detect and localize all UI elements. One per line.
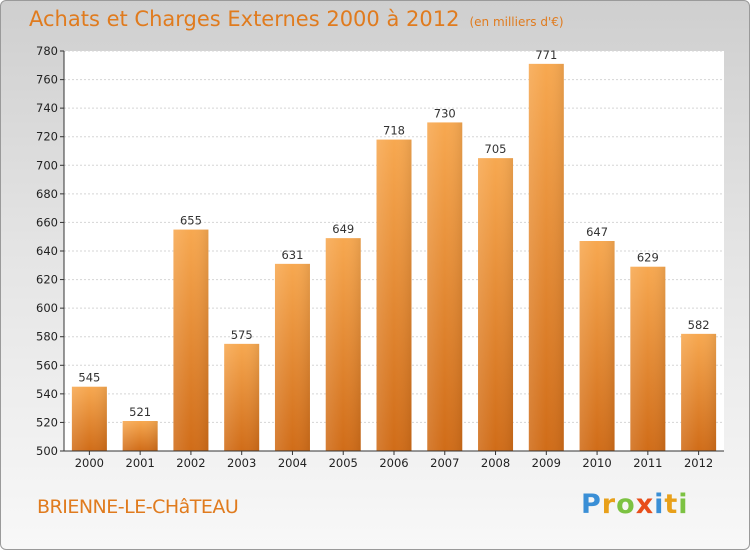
bar-shading — [376, 139, 412, 452]
data-label: 649 — [332, 222, 354, 236]
y-tick-label: 500 — [36, 444, 58, 458]
y-tick-label: 540 — [36, 387, 58, 401]
logo-letter: o — [616, 489, 636, 520]
chart-unit: (en milliers d'€) — [469, 15, 564, 29]
bar-shading — [528, 63, 564, 451]
x-tick-label: 2011 — [633, 456, 662, 470]
data-label: 545 — [78, 371, 100, 385]
data-label: 575 — [231, 328, 253, 342]
bar-shading — [325, 238, 361, 451]
bar-shading — [427, 122, 463, 451]
logo-letter: i — [678, 489, 689, 520]
x-tick-label: 2004 — [278, 456, 307, 470]
x-tick-label: 2007 — [430, 456, 459, 470]
data-label: 631 — [281, 248, 303, 262]
chart-title: Achats et Charges Externes 2000 à 2012 (e… — [29, 7, 564, 31]
bar-shading — [122, 421, 158, 451]
logo-letter: x — [635, 489, 655, 520]
data-label: 705 — [485, 142, 507, 156]
x-tick-label: 2002 — [176, 456, 205, 470]
y-axis-labels: 500 520 540 560 580 600 620 640 660 680 700 720 740 7… — [36, 44, 64, 458]
x-tick-label: 2001 — [126, 456, 155, 470]
y-tick-label: 640 — [36, 244, 58, 258]
bar-shading — [478, 158, 514, 451]
proxiti-logo: Proxiti — [581, 489, 689, 520]
logo-letter: t — [664, 489, 679, 520]
y-tick-label: 680 — [36, 187, 58, 201]
data-label: 655 — [180, 214, 202, 228]
y-tick-label: 520 — [36, 415, 58, 429]
logo-letter: i — [654, 489, 665, 520]
x-tick-label: 2008 — [481, 456, 510, 470]
logo-letter: r — [601, 489, 617, 520]
y-tick-label: 580 — [36, 330, 58, 344]
data-label: 730 — [434, 106, 456, 120]
bar-shading — [224, 343, 260, 451]
data-label: 718 — [383, 124, 405, 138]
bar-shading — [630, 266, 666, 451]
y-tick-label: 620 — [36, 273, 58, 287]
data-label: 582 — [688, 318, 710, 332]
data-label: 629 — [637, 251, 659, 265]
data-label: 647 — [586, 225, 608, 239]
bar-shading — [681, 333, 717, 451]
bar-shading — [173, 229, 209, 451]
x-tick-label: 2010 — [582, 456, 611, 470]
x-tick-label: 2009 — [532, 456, 561, 470]
x-tick-label: 2012 — [684, 456, 713, 470]
bars: 545 521 655 575 631 649 718 730 705 771 647 629 582 — [71, 48, 717, 452]
bar-shading — [579, 241, 615, 451]
x-tick-label: 2006 — [379, 456, 408, 470]
data-label: 521 — [129, 405, 151, 419]
y-tick-label: 740 — [36, 101, 58, 115]
logo-letter: P — [581, 489, 602, 520]
y-tick-label: 600 — [36, 301, 58, 315]
x-axis-labels: 2000 2001 2002 2003 2004 2005 2006 2007 2008 2009… — [75, 451, 713, 470]
x-tick-label: 2000 — [75, 456, 104, 470]
data-label: 771 — [535, 48, 557, 62]
bar-shading — [274, 263, 310, 451]
y-tick-label: 660 — [36, 215, 58, 229]
y-tick-label: 760 — [36, 73, 58, 87]
y-tick-label: 560 — [36, 358, 58, 372]
bar-shading — [71, 386, 107, 451]
y-tick-label: 720 — [36, 130, 58, 144]
y-tick-label: 700 — [36, 158, 58, 172]
y-tick-label: 780 — [36, 44, 58, 58]
chart-title-text: Achats et Charges Externes 2000 à 2012 — [29, 7, 460, 31]
x-tick-label: 2005 — [329, 456, 358, 470]
x-tick-label: 2003 — [227, 456, 256, 470]
place-name: BRIENNE-LE-CHâTEAU — [37, 496, 239, 518]
